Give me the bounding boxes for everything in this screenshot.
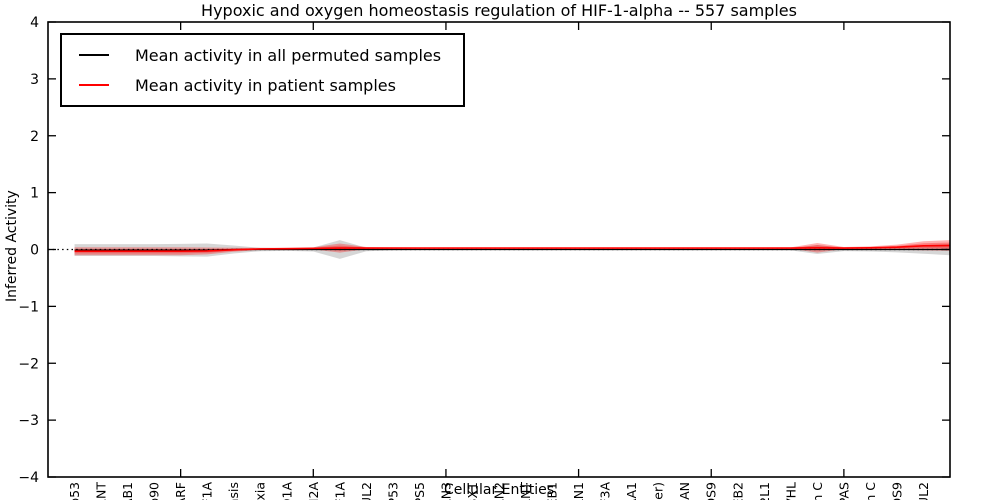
x-axis-label: Cellular Entities (443, 482, 555, 498)
x-entity-label: HIF1A/JAB1 (120, 482, 135, 500)
x-entity-label: HIF1A/ARNT (94, 482, 109, 500)
x-entity-label: VHL/Elongin B/Elongin C/RBX1/CUL2 (916, 482, 931, 500)
y-tick-label: −4 (18, 470, 39, 486)
x-entity-label: HIF1A/RACK1/Elongin B/Elongin C (810, 482, 825, 500)
y-tick-label: −2 (18, 356, 39, 372)
x-entity-label: RBX1 (465, 482, 480, 500)
x-entity-label: CDKN2A (306, 482, 321, 500)
y-tick-label: 1 (30, 186, 39, 202)
x-entity-label: GNB2L1 (757, 482, 772, 500)
x-entity-label: COPS5 (412, 482, 427, 500)
y-tick-label: −3 (18, 413, 39, 429)
legend-line-sample-black (79, 54, 109, 56)
patient-mean-line (74, 244, 951, 253)
legend: Mean activity in all permuted samples Me… (60, 33, 466, 107)
y-tick-label: 4 (30, 15, 39, 31)
x-entity-label: EGLN2 (492, 482, 507, 500)
x-entity-label: HIF1A/Hsp90 (147, 482, 162, 500)
legend-label-patient: Mean activity in patient samples (135, 75, 396, 95)
x-entity-label: EGLN1 (571, 482, 586, 500)
y-tick-label: 3 (30, 72, 39, 88)
x-entity-label: HSP90AA1 (624, 482, 639, 500)
x-entity-label: ARNT/IPAS (836, 482, 851, 500)
x-entity-label: RACK1/Elongin B/Elongin C (863, 482, 878, 500)
x-entity-label: VHL (783, 482, 798, 500)
x-entity-label: response to hypoxia (253, 482, 268, 500)
x-entity-label: HIF1A (200, 482, 215, 500)
legend-entry-patient: Mean activity in patient samples (62, 70, 441, 100)
x-entity-label: ARNT (518, 482, 533, 500)
x-entity-label: oxygen homeostasis (226, 482, 241, 500)
x-entity-label: HIF3A (598, 482, 613, 500)
chart-title: Hypoxic and oxygen homeostasis regulatio… (201, 1, 797, 20)
legend-entry-permuted: Mean activity in all permuted samples (62, 40, 441, 70)
x-entity-label: VHL/Elongin B/Elongin C/RBX1/CUL2/HIF1A (332, 482, 347, 500)
x-entity-label: FIH (dimer) (651, 482, 666, 500)
x-entity-label: HIF1A/p53 (67, 482, 82, 500)
y-tick-label: 0 (30, 243, 39, 259)
x-entity-label: HIF1A/p19ARF (173, 482, 188, 500)
y-tick-label: −1 (18, 299, 39, 315)
permuted-mean-line (74, 248, 950, 251)
x-entity-label: PHD1-3/OS9 (889, 482, 904, 500)
x-entity-label: TP53 (385, 482, 400, 500)
x-entity-label: OS9 (704, 482, 719, 500)
y-tick-label: 2 (30, 129, 39, 145)
x-entity-label: EGLN3 (438, 482, 453, 500)
x-entity-label: CUL2 (359, 482, 374, 500)
y-axis-label: Inferred Activity (4, 190, 20, 302)
legend-label-permuted: Mean activity in all permuted samples (135, 45, 442, 65)
x-entity-label: TCEB1 (545, 482, 560, 500)
legend-line-sample-red (79, 84, 109, 86)
x-entity-label: HIF1AN (677, 482, 692, 500)
x-entity-label: ARD1A (279, 482, 294, 500)
x-entity-label: TCEB2 (730, 482, 745, 500)
